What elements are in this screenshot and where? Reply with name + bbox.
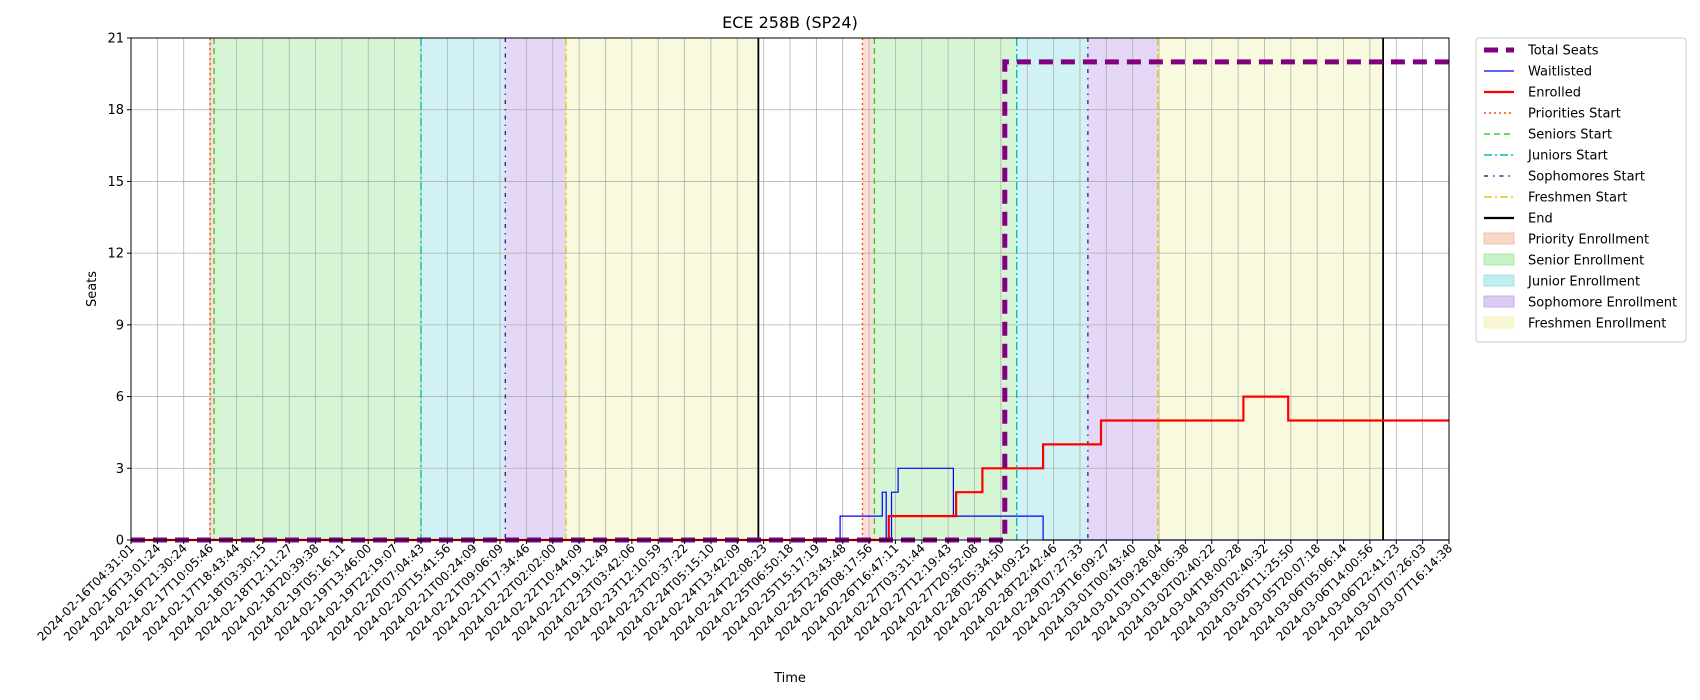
region-sophomore-enrollment-1 [1087,38,1158,540]
legend-frame [1475,37,1687,343]
y-axis-ticks: 0 3 6 9 12 15 18 21 [107,32,131,549]
legend-label-waitlisted: Waitlisted [1528,65,1592,80]
y-tick-label-0: 0 [116,534,124,549]
series-enrolled [131,395,1449,542]
y-tick-label-7: 21 [107,32,124,47]
legend-label-total-seats: Total Seats [1527,44,1599,59]
legend-label-enrolled: Enrolled [1528,86,1581,101]
y-tick-label-2: 6 [116,390,124,405]
y-tick-label-3: 9 [116,318,124,333]
chart-title: ECE 258B (SP24) [722,13,858,32]
legend-label-priorities-start: Priorities Start [1528,107,1621,122]
legend-swatch-sophomore-enrollment [1483,295,1515,308]
region-junior-enrollment-0 [420,38,506,540]
legend-label-sophomore-enrollment: Sophomore Enrollment [1528,296,1677,311]
legend-label-freshmen-start: Freshmen Start [1528,191,1627,206]
y-tick-label-4: 12 [107,247,124,262]
region-senior-enrollment-1 [874,38,1017,540]
data-series [131,59,1449,543]
legend-label-senior-enrollment: Senior Enrollment [1528,254,1644,269]
legend-label-juniors-start: Juniors Start [1527,149,1608,164]
y-tick-label-6: 18 [107,103,124,118]
region-freshmen-enrollment-0 [565,38,759,540]
legend-label-sophomores-start: Sophomores Start [1528,170,1645,185]
legend-swatch-senior-enrollment [1483,253,1515,266]
legend: Total Seats Waitlisted Enrolled Priorities … [1475,37,1687,343]
y-tick-label-1: 3 [116,462,124,477]
legend-label-seniors-start: Seniors Start [1528,128,1612,143]
region-senior-enrollment-0 [214,38,421,540]
region-sophomore-enrollment-0 [505,38,566,540]
region-junior-enrollment-1 [1016,38,1088,540]
legend-label-end: End [1528,212,1553,227]
legend-swatch-junior-enrollment [1483,274,1515,287]
grid-lines [130,37,1450,541]
phase-markers [209,38,1384,540]
region-priority-enrollment-0 [210,38,215,540]
x-axis-ticks: 2024-02-16T04:31:012024-02-16T13:01:2420… [35,540,1455,644]
series-total-seats [131,59,1449,543]
legend-swatch-freshmen-enrollment [1483,316,1515,329]
x-axis-label: Time [773,671,806,686]
region-freshmen-enrollment-1 [1157,38,1384,540]
y-axis-label: Seats [85,271,100,307]
legend-label-priority-enrollment: Priority Enrollment [1528,233,1649,248]
y-tick-label-5: 15 [107,175,124,190]
region-priority-enrollment-1 [862,38,875,540]
legend-label-freshmen-enrollment: Freshmen Enrollment [1528,317,1666,332]
legend-label-junior-enrollment: Junior Enrollment [1527,275,1640,290]
enrollment-regions [210,38,1384,540]
legend-swatch-priority-enrollment [1483,232,1515,245]
